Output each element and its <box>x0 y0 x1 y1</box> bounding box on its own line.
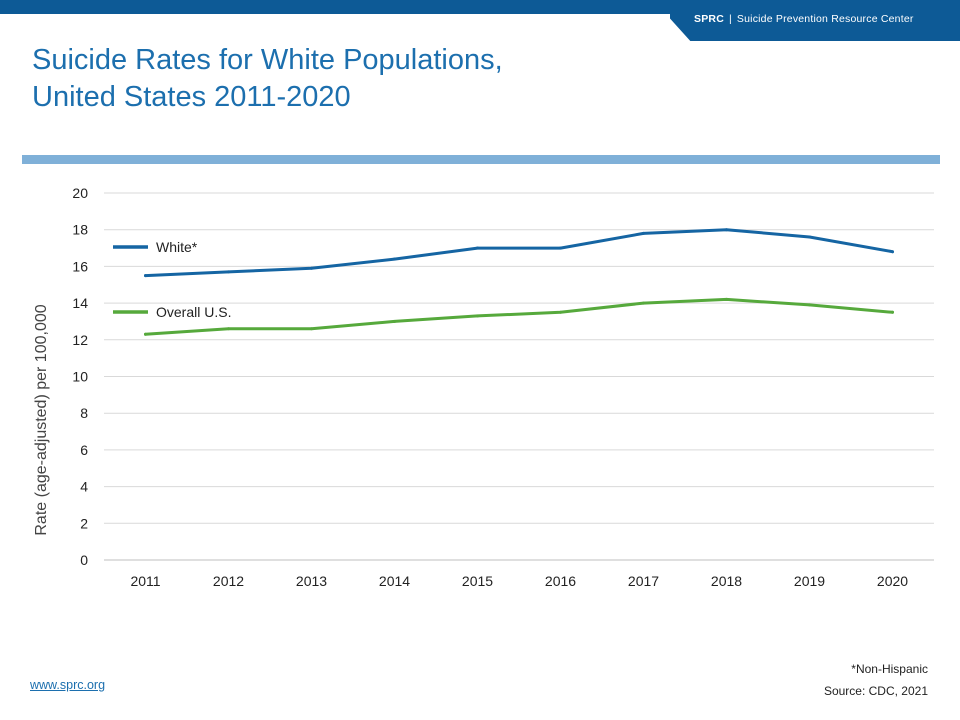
data-point <box>642 231 645 235</box>
data-point <box>144 274 147 278</box>
data-point <box>891 250 894 254</box>
series-line <box>144 297 894 336</box>
data-point <box>310 327 313 331</box>
y-tick-label: 4 <box>80 479 88 495</box>
x-tick-label: 2014 <box>379 573 410 589</box>
series-line <box>144 228 894 278</box>
source-note: Source: CDC, 2021 <box>823 684 928 698</box>
accent-divider <box>22 155 940 164</box>
title-line-1: Suicide Rates for White Populations, <box>32 44 503 76</box>
data-point <box>476 246 479 250</box>
title-line-2: United States 2011-2020 <box>32 81 351 113</box>
y-tick-label: 12 <box>72 332 88 348</box>
y-tick-label: 8 <box>80 405 88 421</box>
y-tick-label: 6 <box>80 442 88 458</box>
footnote: *Non-Hispanic <box>851 662 928 676</box>
page-title: Suicide Rates for White Populations, Uni… <box>32 42 503 116</box>
data-point <box>808 235 811 239</box>
y-tick-label: 16 <box>72 258 88 274</box>
x-tick-label: 2020 <box>877 573 908 589</box>
data-point <box>144 332 147 336</box>
y-tick-label: 20 <box>72 185 88 201</box>
legend-label: White* <box>156 239 198 255</box>
header-separator: | <box>728 13 732 25</box>
data-point <box>227 327 230 331</box>
org-name: Suicide Prevention Resource Center <box>736 13 914 25</box>
data-point <box>725 228 728 232</box>
x-tick-label: 2015 <box>462 573 493 589</box>
x-tick-label: 2013 <box>296 573 327 589</box>
data-point <box>227 270 230 274</box>
website-link[interactable]: www.sprc.org <box>30 678 106 692</box>
data-point <box>808 303 811 307</box>
y-tick-label: 0 <box>80 552 88 568</box>
y-tick-label: 14 <box>72 295 88 311</box>
data-point <box>310 266 313 270</box>
x-tick-label: 2018 <box>711 573 742 589</box>
org-abbreviation: SPRC <box>694 13 724 25</box>
data-point <box>891 310 894 314</box>
x-tick-label: 2016 <box>545 573 576 589</box>
data-point <box>393 257 396 261</box>
data-point <box>393 319 396 323</box>
y-tick-label: 18 <box>72 222 88 238</box>
legend-label: Overall U.S. <box>156 304 231 320</box>
data-point <box>559 246 562 250</box>
x-tick-label: 2019 <box>794 573 825 589</box>
data-point <box>725 297 728 301</box>
header-org-label: SPRC | Suicide Prevention Resource Center <box>694 13 914 25</box>
x-tick-label: 2011 <box>130 573 160 589</box>
x-tick-label: 2012 <box>213 573 244 589</box>
data-point <box>642 301 645 305</box>
y-tick-label: 10 <box>72 369 88 385</box>
y-axis-label: Rate (age-adjusted) per 100,000 <box>33 304 50 535</box>
x-tick-label: 2017 <box>628 573 659 589</box>
data-point <box>476 314 479 318</box>
header-tab <box>670 0 960 41</box>
data-point <box>559 310 562 314</box>
y-tick-label: 2 <box>80 515 88 531</box>
